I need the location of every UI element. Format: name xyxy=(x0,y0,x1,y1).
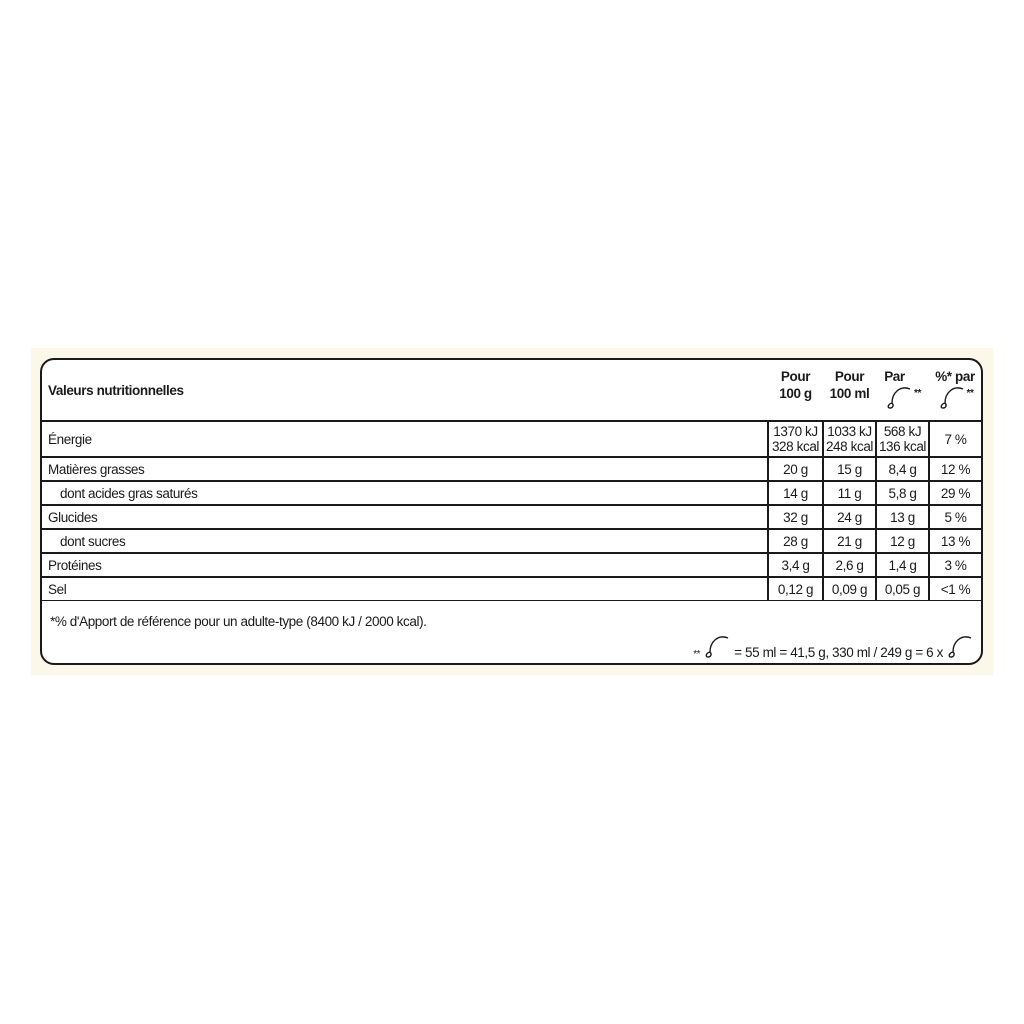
cell: 0,05 g xyxy=(876,577,929,601)
cell: 13 % xyxy=(929,529,981,553)
cell: 20 g xyxy=(768,457,823,481)
cell: 1,4 g xyxy=(876,553,929,577)
cell: 29 % xyxy=(929,481,981,505)
cell: 1370 kJ 328 kcal xyxy=(768,421,823,457)
cell: 0,09 g xyxy=(823,577,876,601)
cell: 5 % xyxy=(929,505,981,529)
cell: 13 g xyxy=(876,505,929,529)
header-percent-per-portion: %* par ** xyxy=(929,360,981,421)
cell: 14 g xyxy=(768,481,823,505)
cell: 12 % xyxy=(929,457,981,481)
row-label: Matières grasses xyxy=(42,457,768,481)
cell: 7 % xyxy=(929,421,981,457)
cell: 24 g xyxy=(823,505,876,529)
cell: 11 g xyxy=(823,481,876,505)
cell: 32 g xyxy=(768,505,823,529)
table-title: Valeurs nutritionnelles xyxy=(42,360,768,421)
cell: 568 kJ 136 kcal xyxy=(876,421,929,457)
header-per-portion: Par ** xyxy=(876,360,929,421)
ice-cream-scoop-icon xyxy=(948,636,972,658)
row-label: dont sucres xyxy=(42,529,768,553)
cell: 0,12 g xyxy=(768,577,823,601)
cell: <1 % xyxy=(929,577,981,601)
cell: 2,6 g xyxy=(823,553,876,577)
ice-cream-scoop-icon xyxy=(705,636,729,658)
row-label: Énergie xyxy=(42,421,768,457)
header-per-100g: Pour 100 g xyxy=(768,360,823,421)
cell: 3 % xyxy=(929,553,981,577)
ice-cream-scoop-icon xyxy=(887,387,911,409)
header-per-100ml: Pour 100 ml xyxy=(823,360,876,421)
table-header: Valeurs nutritionnelles Pour 100 g Pour 10… xyxy=(42,360,981,421)
table-row: Sel 0,12 g 0,09 g 0,05 g <1 % xyxy=(42,577,981,601)
table-row: Énergie 1370 kJ 328 kcal 1033 kJ 248 kcal … xyxy=(42,421,981,457)
cell: 21 g xyxy=(823,529,876,553)
nutrition-table: Valeurs nutritionnelles Pour 100 g Pour 10… xyxy=(40,358,983,665)
cell: 5,8 g xyxy=(876,481,929,505)
serving-text: = 55 ml = 41,5 g, 330 ml / 249 g = 6 x xyxy=(734,645,943,660)
cell: 8,4 g xyxy=(876,457,929,481)
table-row: dont acides gras saturés 14 g 11 g 5,8 g… xyxy=(42,481,981,505)
cell: 15 g xyxy=(823,457,876,481)
table-row: Protéines 3,4 g 2,6 g 1,4 g 3 % xyxy=(42,553,981,577)
cell: 28 g xyxy=(768,529,823,553)
footnotes: *% d'Apport de référence pour un adulte-… xyxy=(42,602,981,662)
row-label: Protéines xyxy=(42,553,768,577)
ice-cream-scoop-icon xyxy=(940,387,963,409)
cell: 12 g xyxy=(876,529,929,553)
cell: 1033 kJ 248 kcal xyxy=(823,421,876,457)
row-label: Sel xyxy=(42,577,768,601)
serving-note: ** = 55 ml = 41,5 g, 330 ml / 249 g = 6 … xyxy=(693,634,975,660)
table-row: Glucides 32 g 24 g 13 g 5 % xyxy=(42,505,981,529)
table-row: Matières grasses 20 g 15 g 8,4 g 12 % xyxy=(42,457,981,481)
reference-intake-note: *% d'Apport de référence pour un adulte-… xyxy=(50,614,427,629)
table-row: dont sucres 28 g 21 g 12 g 13 % xyxy=(42,529,981,553)
row-label: dont acides gras saturés xyxy=(42,481,768,505)
cell: 3,4 g xyxy=(768,553,823,577)
row-label: Glucides xyxy=(42,505,768,529)
